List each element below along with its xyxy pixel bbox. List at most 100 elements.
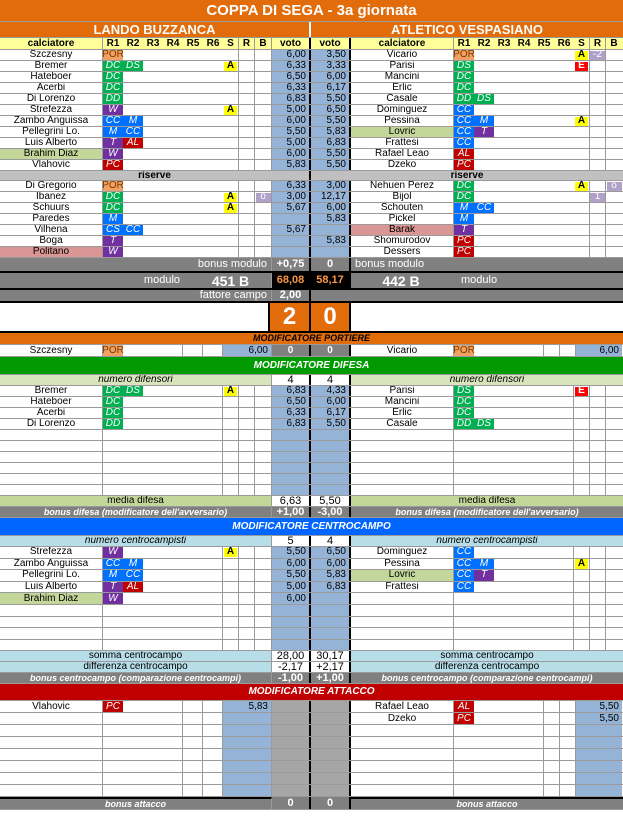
player-name[interactable]: Nehuen Perez	[351, 181, 454, 191]
player-name[interactable]: Lovric	[351, 127, 454, 137]
player-name[interactable]	[351, 749, 454, 761]
player-name[interactable]: Boga	[0, 236, 103, 246]
player-name[interactable]: Ibanez	[0, 192, 103, 202]
player-name[interactable]: Schuurs	[0, 203, 103, 213]
player-name[interactable]	[351, 628, 454, 639]
player-name[interactable]	[0, 463, 103, 473]
player-name[interactable]: Erlic	[351, 83, 454, 93]
player-name[interactable]	[0, 604, 103, 616]
player-name[interactable]	[0, 773, 103, 785]
player-name[interactable]: Pessina	[351, 558, 454, 570]
player-name[interactable]: Shomurodov	[351, 236, 454, 246]
player-name[interactable]: Schouten	[351, 203, 454, 213]
player-name[interactable]	[351, 737, 454, 749]
roles-cell: CC	[454, 105, 574, 115]
player-name[interactable]: Erlic	[351, 408, 454, 418]
player-name[interactable]: Zambo Anguissa	[0, 558, 103, 570]
player-name[interactable]: Frattesi	[351, 581, 454, 593]
player-name[interactable]: Politano	[0, 247, 103, 257]
role-badge: DS	[454, 61, 474, 71]
player-name[interactable]: Di Lorenzo	[0, 419, 103, 429]
player-name[interactable]	[351, 474, 454, 484]
player-name[interactable]: Paredes	[0, 214, 103, 224]
player-name[interactable]: Acerbi	[0, 408, 103, 418]
player-name[interactable]: Szczesny	[0, 345, 103, 356]
player-name[interactable]: Lovric	[351, 570, 454, 581]
player-name[interactable]: Bremer	[0, 386, 103, 396]
player-name[interactable]: Strefezza	[0, 547, 103, 558]
player-name[interactable]	[351, 430, 454, 440]
player-name[interactable]: Dessers	[351, 247, 454, 257]
player-name[interactable]	[0, 725, 103, 737]
player-name[interactable]: Parisi	[351, 386, 454, 396]
role-badge: POR	[103, 50, 124, 60]
home-attack-gray	[272, 725, 311, 737]
player-name[interactable]	[0, 639, 103, 651]
player-name[interactable]: Bremer	[0, 61, 103, 71]
player-name[interactable]: Vicario	[351, 50, 454, 60]
player-name[interactable]	[0, 785, 103, 797]
player-name[interactable]: Dzeko	[351, 160, 454, 170]
player-name[interactable]: Frattesi	[351, 138, 454, 148]
player-name[interactable]: Pessina	[351, 116, 454, 126]
roles-cell	[103, 441, 223, 451]
player-name[interactable]	[351, 441, 454, 451]
player-name[interactable]: Mancini	[351, 72, 454, 82]
player-name[interactable]	[351, 452, 454, 462]
player-name[interactable]: Vlahovic	[0, 701, 103, 713]
player-name[interactable]: Di Gregorio	[0, 181, 103, 191]
player-name[interactable]: Dzeko	[351, 713, 454, 725]
player-name[interactable]: Rafael Leao	[351, 701, 454, 713]
player-name[interactable]	[351, 485, 454, 495]
player-name[interactable]: Pellegrini Lo.	[0, 127, 103, 137]
player-name[interactable]	[0, 430, 103, 440]
player-name[interactable]	[351, 725, 454, 737]
player-name[interactable]: Vicario	[351, 345, 454, 356]
player-name[interactable]: Casale	[351, 94, 454, 104]
player-name[interactable]	[351, 761, 454, 773]
player-name[interactable]: Vlahovic	[0, 160, 103, 170]
player-name[interactable]	[0, 749, 103, 761]
player-name[interactable]	[351, 616, 454, 628]
player-name[interactable]	[0, 713, 103, 725]
player-name[interactable]: Zambo Anguissa	[0, 116, 103, 126]
player-name[interactable]: Pellegrini Lo.	[0, 570, 103, 581]
player-name[interactable]: Pickel	[351, 214, 454, 224]
player-name[interactable]: Szczesny	[0, 50, 103, 60]
player-name[interactable]	[0, 628, 103, 639]
player-name[interactable]: Luis Alberto	[0, 138, 103, 148]
player-name[interactable]: Dominguez	[351, 105, 454, 115]
player-name[interactable]: Vilhena	[0, 225, 103, 235]
player-name[interactable]: Bijol	[351, 192, 454, 202]
player-name[interactable]: Di Lorenzo	[0, 94, 103, 104]
warning-flag: A	[224, 61, 237, 71]
player-name[interactable]: Strefezza	[0, 105, 103, 115]
player-name[interactable]: Luis Alberto	[0, 581, 103, 593]
player-name[interactable]: Hateboer	[0, 72, 103, 82]
player-name[interactable]	[351, 639, 454, 651]
player-name[interactable]: Acerbi	[0, 83, 103, 93]
player-name[interactable]	[351, 785, 454, 797]
player-name[interactable]	[0, 452, 103, 462]
player-name[interactable]	[0, 616, 103, 628]
player-name[interactable]: Parisi	[351, 61, 454, 71]
warning-flag: A	[224, 386, 237, 396]
player-name[interactable]	[0, 737, 103, 749]
player-name[interactable]	[0, 441, 103, 451]
player-name[interactable]: Brahim Diaz	[0, 149, 103, 159]
player-name[interactable]	[0, 485, 103, 495]
player-name[interactable]	[351, 773, 454, 785]
away-vote	[311, 441, 351, 451]
player-name[interactable]: Rafael Leao	[351, 149, 454, 159]
player-name[interactable]	[0, 761, 103, 773]
player-name[interactable]: Hateboer	[0, 397, 103, 407]
player-name[interactable]	[351, 604, 454, 616]
player-name[interactable]: Dominguez	[351, 547, 454, 558]
player-name[interactable]	[0, 474, 103, 484]
player-name[interactable]: Brahim Diaz	[0, 593, 103, 604]
player-name[interactable]	[351, 593, 454, 604]
player-name[interactable]: Mancini	[351, 397, 454, 407]
player-name[interactable]	[351, 463, 454, 473]
player-name[interactable]: Casale	[351, 419, 454, 429]
player-name[interactable]: Barak	[351, 225, 454, 235]
